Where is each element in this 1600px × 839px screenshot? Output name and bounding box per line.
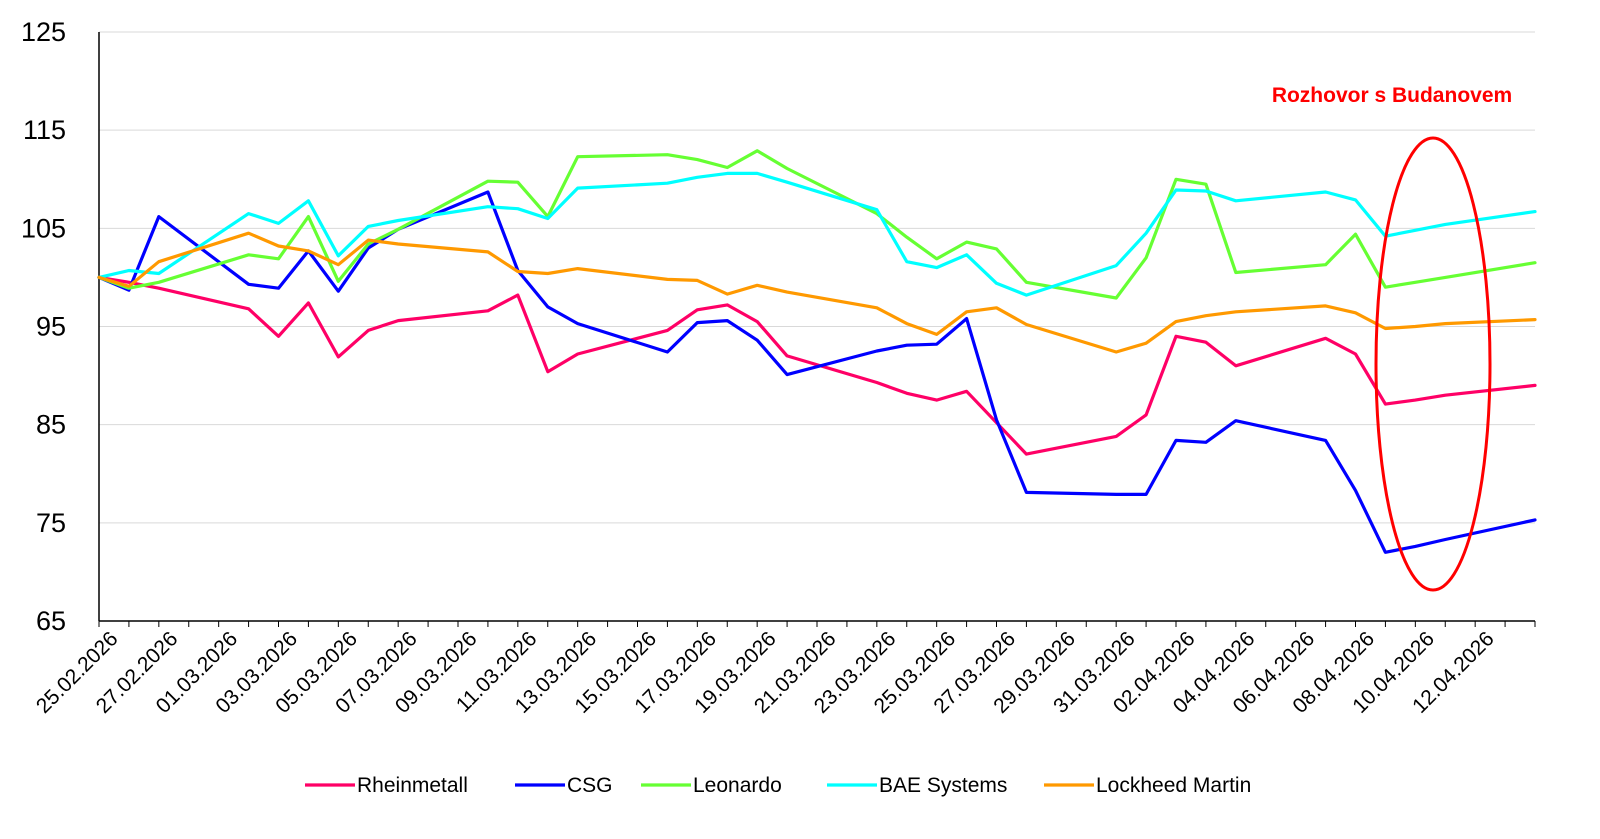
y-tick-label: 75 [36,508,66,538]
series-line-leonardo [97,149,1537,300]
x-axis-ticks: 25.02.202627.02.202601.03.202603.03.2026… [32,621,1536,718]
y-tick-label: 95 [36,312,66,342]
y-tick-label: 125 [21,17,66,47]
grid-lines [99,31,1535,524]
series-lines [97,149,1537,554]
highlight-ellipse [1374,136,1492,592]
legend-label: Rheinmetall [357,774,468,797]
y-tick-label: 105 [21,213,66,243]
series-line-rheinmetall [97,275,1537,456]
legend-label: Lockheed Martin [1096,774,1251,797]
legend: Rheinmetall CSG Leonardo BAE Systems Lockhee… [305,774,1251,797]
y-tick-label: 65 [36,606,66,636]
y-tick-label: 85 [36,410,66,440]
legend-label: CSG [567,774,613,797]
annotation-label: Rozhovor s Budanovem [1272,84,1512,107]
series-line-csg [97,190,1537,554]
legend-label: Leonardo [693,774,782,797]
y-axis-ticks: 65 75 85 95 105 115 125 [21,17,66,636]
legend-label: BAE Systems [879,774,1007,797]
series-line-lockheed-martin [97,231,1537,354]
series-line-bae-systems [97,171,1537,297]
y-tick-label: 115 [23,115,66,145]
